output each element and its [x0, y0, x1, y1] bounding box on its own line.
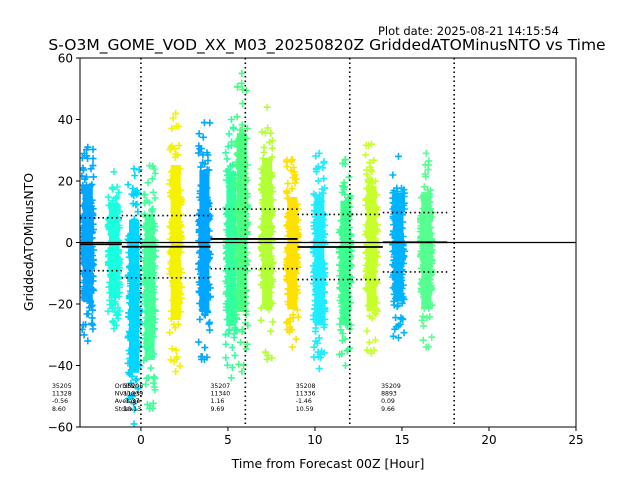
stats-text: 8.60: [52, 406, 66, 413]
orbit-segment-layer: [80, 208, 576, 281]
stats-text: OrbitNr: [115, 383, 138, 390]
stats-text: 35205: [52, 383, 72, 390]
y-tick-label: 60: [58, 52, 73, 66]
y-tick-label: 0: [65, 236, 73, 250]
y-axis-ticks: −60 −40 −20 0 20 40 60: [48, 52, 80, 435]
y-tick-label: 40: [58, 113, 73, 127]
stats-text: 35208: [296, 383, 316, 390]
stats-text: 1.16: [211, 398, 225, 405]
x-tick-label: 15: [394, 433, 409, 447]
plot-date: Plot date: 2025-08-21 14:15:54: [378, 24, 559, 38]
stats-text: 10.59: [296, 406, 314, 413]
scan-markers: [362, 140, 381, 357]
scan-markers: [166, 109, 186, 376]
scan-markers: [257, 103, 277, 363]
scan-markers: [80, 143, 98, 345]
scan-markers: [336, 156, 355, 369]
stats-text: -1.46: [296, 398, 312, 405]
stats-text: Average: [115, 398, 141, 405]
scan-column: [336, 156, 355, 369]
stats-text: 35206: [124, 383, 144, 390]
scan-column: [195, 119, 214, 363]
stats-text: 11339: [124, 391, 144, 398]
stats-text: -0.56: [52, 398, 68, 405]
y-tick-label: −60: [48, 421, 73, 435]
scan-markers: [104, 168, 124, 333]
y-tick-label: −20: [48, 298, 73, 312]
chart-title: S-O3M_GOME_VOD_XX_M03_20250820Z GriddedA…: [48, 36, 605, 55]
x-tick-label: 5: [224, 433, 232, 447]
scan-markers: [389, 152, 408, 342]
y-axis-label: GriddedATOMinusNTO: [21, 173, 36, 311]
x-tick-label: 25: [568, 433, 583, 447]
scan-column: [104, 168, 124, 333]
stats-text: 11336: [296, 391, 316, 398]
scan-column: [309, 149, 329, 373]
stats-text: 35209: [381, 383, 401, 390]
y-tick-label: 20: [58, 175, 73, 189]
x-tick-label: 10: [307, 433, 322, 447]
stats-text: 35207: [211, 383, 231, 390]
scan-markers: [309, 149, 329, 373]
scan-core: [421, 192, 432, 309]
stats-text: 11340: [211, 391, 231, 398]
scan-column: [257, 103, 277, 363]
scan-column: [416, 149, 436, 351]
scan-markers: [416, 149, 436, 351]
x-tick-label: 0: [137, 433, 145, 447]
stats-text: 9.69: [211, 406, 225, 413]
scan-column: [362, 140, 381, 357]
stats-text: 9.66: [381, 406, 395, 413]
x-axis-ticks: 0 5 10 15 20 25: [137, 427, 584, 447]
stats-text: -1.37: [124, 398, 140, 405]
x-axis-label: Time from Forecast 00Z [Hour]: [231, 456, 425, 471]
stats-text: 11328: [52, 391, 72, 398]
stats-text: 0.09: [381, 398, 395, 405]
scan-markers: [195, 119, 214, 363]
stats-text: 8893: [381, 391, 397, 398]
x-tick-label: 20: [481, 433, 496, 447]
stats-text: NValues: [115, 391, 140, 398]
stats-text: 10.13: [124, 406, 142, 413]
y-tick-label: −40: [48, 359, 73, 373]
stats-text: Stdev: [115, 406, 133, 413]
scan-column: [389, 152, 408, 342]
